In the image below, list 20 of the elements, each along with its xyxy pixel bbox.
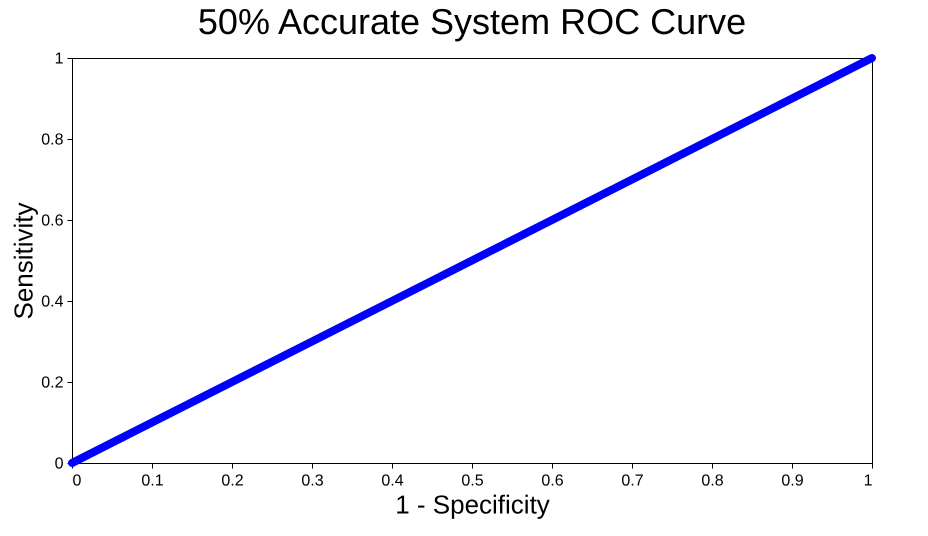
y-tick-label: 1 [54, 50, 64, 68]
x-axis-title: 1 - Specificity [395, 490, 550, 520]
x-tick-label: 0.6 [541, 472, 564, 490]
y-tick-label: 0.8 [41, 132, 64, 148]
x-tick-label: 1 [864, 472, 873, 490]
x-tick-label: 0.9 [781, 472, 804, 490]
x-tick-label: 0.5 [461, 472, 484, 490]
y-tick-label: 0.6 [41, 212, 64, 230]
x-tick-label: 0.8 [701, 472, 724, 490]
x-tick-label: 0.4 [381, 472, 404, 490]
y-tick-label: 0.4 [41, 294, 64, 310]
chart-title: 50% Accurate System ROC Curve [198, 1, 746, 42]
y-tick-label: 0.2 [41, 374, 64, 392]
x-tick-label: 0 [72, 472, 82, 490]
x-tick-label: 0.1 [141, 472, 164, 490]
y-axis-title: Sensitivity [8, 202, 38, 320]
x-tick-label: 0.3 [301, 472, 324, 490]
x-tick-label: 0.7 [621, 472, 644, 490]
y-tick-label: 0 [54, 456, 64, 472]
x-tick-label: 0.2 [221, 472, 244, 490]
